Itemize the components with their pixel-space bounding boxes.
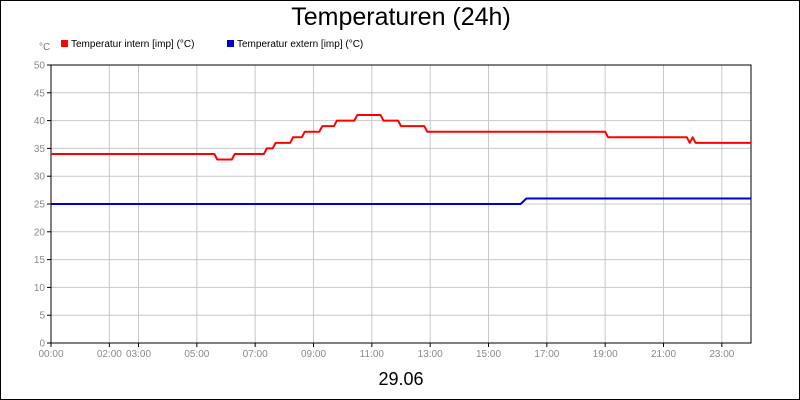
x-tick-label: 05:00 xyxy=(184,349,209,360)
x-tick-label: 13:00 xyxy=(418,349,443,360)
x-tick-label: 07:00 xyxy=(243,349,268,360)
legend-swatch-intern xyxy=(61,40,68,47)
legend-label-extern: Temperatur extern [imp] (°C) xyxy=(237,39,364,50)
y-tick-label: 25 xyxy=(34,200,46,211)
x-tick-label: 03:00 xyxy=(126,349,151,360)
legend-swatch-extern xyxy=(227,40,234,47)
series-line-intern xyxy=(51,114,751,161)
chart-title: Temperaturen (24h) xyxy=(291,3,511,31)
x-tick-label: 21:00 xyxy=(651,349,676,360)
x-tick-label: 02:00 xyxy=(97,349,122,360)
y-tick-label: 30 xyxy=(34,172,46,183)
x-tick-label: 15:00 xyxy=(476,349,501,360)
legend-item-extern: Temperatur extern [imp] (°C) xyxy=(227,39,363,50)
x-tick-label: 09:00 xyxy=(301,349,326,360)
x-tick-label: 00:00 xyxy=(38,349,63,360)
y-tick-label: 15 xyxy=(34,255,46,266)
date-label: 29.06 xyxy=(378,369,424,389)
y-tick-label: 45 xyxy=(34,88,46,99)
y-tick-label: 35 xyxy=(34,144,46,155)
y-tick-label: 40 xyxy=(34,116,46,127)
y-axis-unit-label: °C xyxy=(39,42,51,53)
y-tick-label: 20 xyxy=(34,227,46,238)
x-tick-label: 23:00 xyxy=(709,349,734,360)
x-tick-label: 19:00 xyxy=(593,349,618,360)
y-tick-label: 10 xyxy=(34,283,46,294)
y-tick-label: 5 xyxy=(39,311,45,322)
series-line-extern xyxy=(51,197,751,205)
y-tick-label: 50 xyxy=(34,61,46,72)
y-tick-label: 0 xyxy=(39,339,45,350)
x-tick-label: 11:00 xyxy=(360,349,385,360)
x-tick-label: 17:00 xyxy=(534,349,559,360)
legend-label-intern: Temperatur intern [imp] (°C) xyxy=(71,39,195,50)
legend-item-intern: Temperatur intern [imp] (°C) xyxy=(61,39,194,50)
